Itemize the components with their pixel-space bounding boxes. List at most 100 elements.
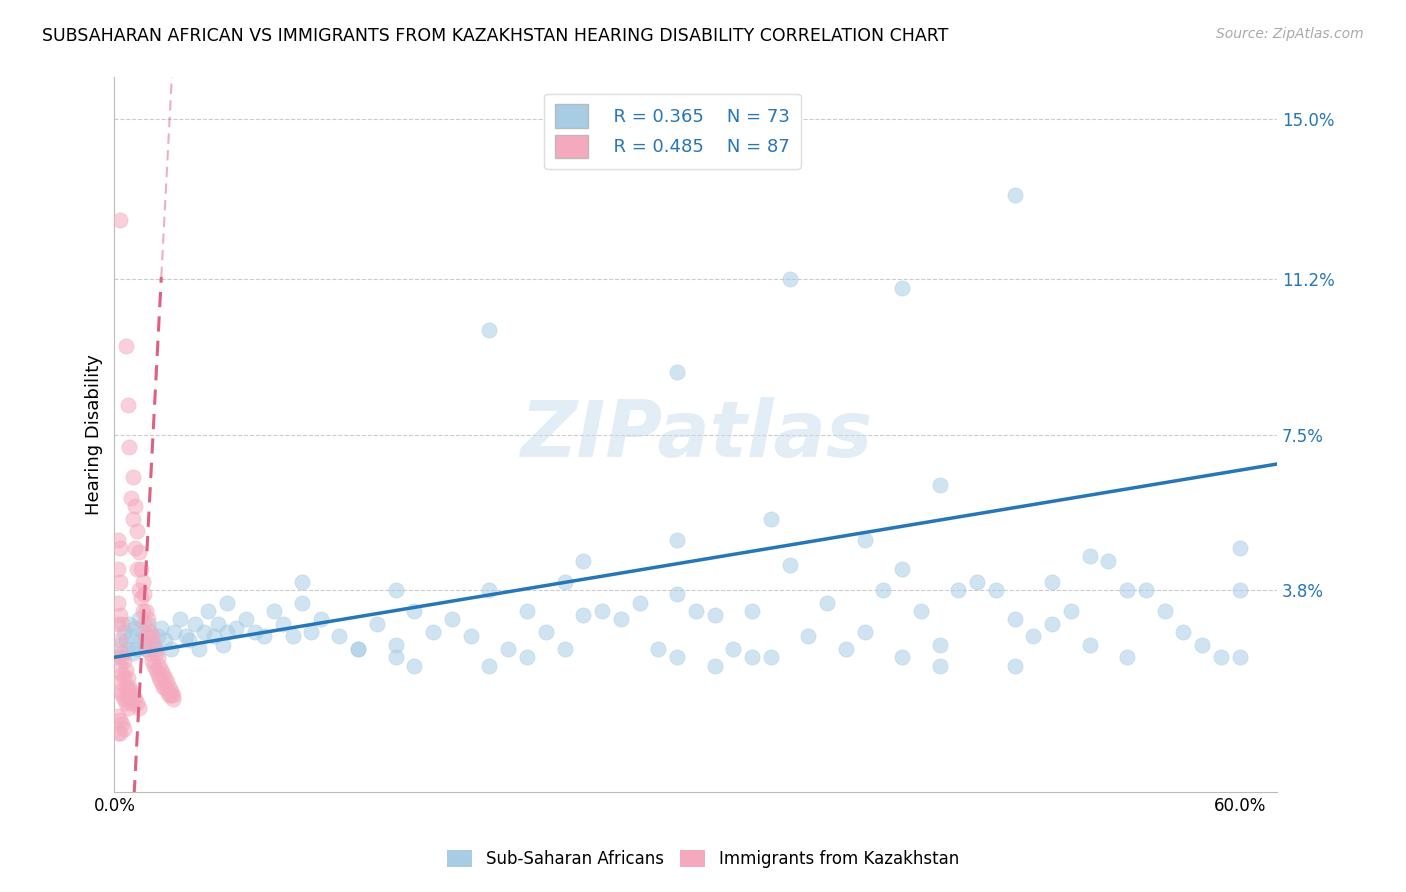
Point bbox=[299, 625, 322, 640]
Point bbox=[122, 646, 145, 660]
Point bbox=[291, 596, 314, 610]
Point bbox=[666, 365, 689, 379]
Point bbox=[384, 638, 406, 652]
Point bbox=[128, 612, 150, 626]
Point bbox=[153, 633, 176, 648]
Point bbox=[118, 692, 141, 706]
Point bbox=[797, 629, 820, 643]
Point bbox=[1116, 650, 1139, 665]
Point bbox=[128, 545, 150, 559]
Point bbox=[187, 641, 209, 656]
Point bbox=[159, 688, 181, 702]
Point bbox=[853, 533, 876, 547]
Point bbox=[111, 688, 134, 702]
Point bbox=[478, 582, 501, 597]
Point bbox=[628, 596, 651, 610]
Point bbox=[910, 604, 932, 618]
Point bbox=[157, 688, 180, 702]
Point bbox=[128, 582, 150, 597]
Point bbox=[1153, 604, 1175, 618]
Point bbox=[111, 650, 134, 665]
Point bbox=[117, 671, 139, 685]
Point bbox=[1060, 604, 1083, 618]
Point bbox=[145, 663, 167, 677]
Point bbox=[141, 638, 163, 652]
Point bbox=[207, 616, 229, 631]
Point bbox=[148, 658, 170, 673]
Point bbox=[516, 604, 538, 618]
Point bbox=[404, 658, 426, 673]
Point bbox=[572, 553, 595, 567]
Point bbox=[928, 478, 950, 492]
Point bbox=[835, 641, 858, 656]
Point bbox=[136, 612, 159, 626]
Point bbox=[131, 574, 153, 589]
Point bbox=[124, 692, 146, 706]
Point bbox=[134, 638, 156, 652]
Point bbox=[666, 650, 689, 665]
Point bbox=[114, 633, 136, 648]
Point bbox=[120, 684, 142, 698]
Point bbox=[139, 629, 162, 643]
Point bbox=[1040, 574, 1063, 589]
Point bbox=[516, 650, 538, 665]
Point bbox=[107, 650, 129, 665]
Point bbox=[891, 280, 914, 294]
Point bbox=[1022, 629, 1045, 643]
Point bbox=[162, 692, 184, 706]
Point bbox=[1229, 541, 1251, 555]
Point bbox=[984, 582, 1007, 597]
Point bbox=[779, 558, 801, 572]
Point bbox=[779, 272, 801, 286]
Point bbox=[111, 616, 134, 631]
Point bbox=[572, 608, 595, 623]
Point bbox=[422, 625, 444, 640]
Point bbox=[460, 629, 482, 643]
Point bbox=[1229, 582, 1251, 597]
Point bbox=[139, 625, 162, 640]
Point bbox=[685, 604, 707, 618]
Point bbox=[193, 625, 215, 640]
Point bbox=[1004, 612, 1026, 626]
Point bbox=[146, 629, 169, 643]
Point bbox=[1229, 650, 1251, 665]
Point bbox=[108, 713, 131, 727]
Point bbox=[966, 574, 988, 589]
Point bbox=[591, 604, 613, 618]
Point bbox=[215, 625, 238, 640]
Point bbox=[114, 697, 136, 711]
Point bbox=[384, 650, 406, 665]
Point bbox=[179, 633, 201, 648]
Point bbox=[141, 629, 163, 643]
Y-axis label: Hearing Disability: Hearing Disability bbox=[86, 354, 103, 515]
Point bbox=[122, 511, 145, 525]
Point bbox=[1040, 616, 1063, 631]
Point bbox=[118, 616, 141, 631]
Point bbox=[108, 684, 131, 698]
Point bbox=[225, 621, 247, 635]
Point bbox=[108, 633, 131, 648]
Point bbox=[1004, 188, 1026, 202]
Point bbox=[928, 658, 950, 673]
Point bbox=[152, 667, 174, 681]
Text: ZIPatlas: ZIPatlas bbox=[520, 397, 872, 473]
Point bbox=[111, 667, 134, 681]
Point bbox=[309, 612, 332, 626]
Point bbox=[107, 709, 129, 723]
Point bbox=[117, 641, 139, 656]
Point bbox=[815, 596, 838, 610]
Point bbox=[741, 650, 763, 665]
Point bbox=[139, 646, 162, 660]
Point bbox=[150, 675, 173, 690]
Point bbox=[108, 574, 131, 589]
Point bbox=[107, 675, 129, 690]
Point bbox=[107, 616, 129, 631]
Point bbox=[647, 641, 669, 656]
Point bbox=[366, 616, 388, 631]
Point bbox=[145, 641, 167, 656]
Point bbox=[142, 658, 165, 673]
Point bbox=[404, 604, 426, 618]
Point bbox=[111, 646, 134, 660]
Point bbox=[553, 574, 575, 589]
Point bbox=[347, 641, 370, 656]
